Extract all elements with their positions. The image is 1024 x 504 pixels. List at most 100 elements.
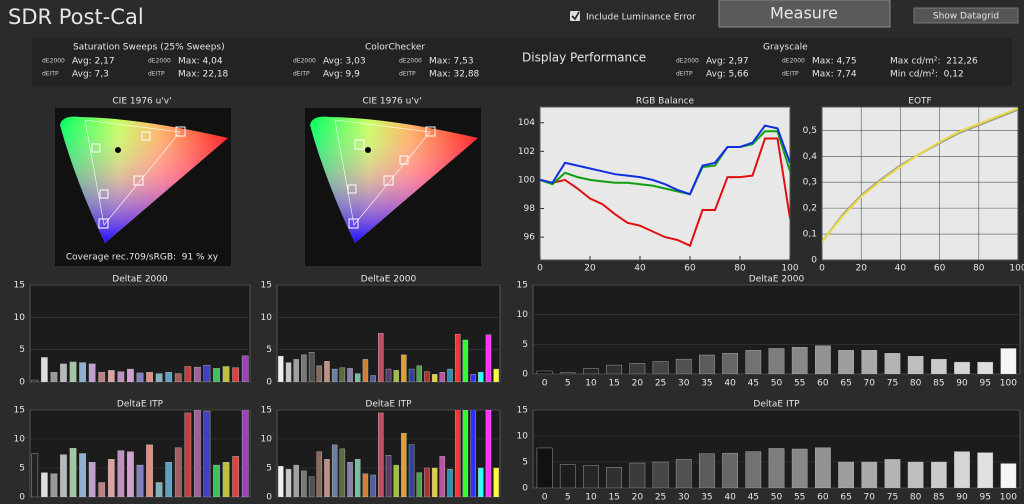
- bar: [401, 354, 407, 382]
- bar: [838, 350, 854, 374]
- metric-value: Max: 32,88: [429, 70, 480, 80]
- bar: [79, 362, 86, 382]
- bar: [462, 339, 469, 382]
- y-tick-label: 0: [19, 493, 25, 503]
- bar: [127, 368, 134, 382]
- section-title: Grayscale: [763, 43, 808, 53]
- x-tick-label: 0: [819, 264, 825, 274]
- y-tick-label: 5: [266, 464, 272, 474]
- x-tick-label: 60: [817, 379, 829, 389]
- x-tick-label: 65: [840, 379, 851, 389]
- cie-target: [425, 126, 436, 137]
- bar: [222, 462, 230, 497]
- bar: [40, 472, 48, 497]
- metric-tag: dEITP: [293, 71, 310, 78]
- datagrid-button-label[interactable]: Show Datagrid: [933, 12, 999, 22]
- x-tick-label: 80: [910, 379, 922, 389]
- bar: [362, 473, 369, 497]
- metric-tag: dEITP: [42, 71, 59, 78]
- metric-value: Avg: 3,03: [323, 57, 366, 67]
- datagrid-button[interactable]: [913, 7, 1019, 24]
- x-tick-label: 30: [678, 379, 690, 389]
- metric-tag: dE2000: [293, 58, 316, 65]
- cie-target: [99, 189, 109, 199]
- bar: [355, 459, 361, 497]
- chart-title: DeltaE 2000: [361, 275, 417, 285]
- bar: [401, 433, 407, 497]
- bar: [493, 368, 499, 382]
- bar: [861, 461, 878, 488]
- cie-target: [399, 155, 409, 165]
- bar: [699, 453, 715, 488]
- y-tick-label: 0: [266, 378, 272, 388]
- bar: [385, 455, 392, 497]
- y-tick-label: 10: [517, 310, 529, 320]
- x-tick-label: 20: [632, 493, 644, 503]
- x-tick-label: 15: [608, 493, 619, 503]
- bar: [416, 472, 422, 497]
- chart-title: DeltaE ITP: [365, 400, 412, 410]
- metric-value: Avg: 7,3: [72, 70, 109, 80]
- bar: [485, 334, 492, 382]
- bar: [155, 482, 163, 497]
- bar: [583, 368, 599, 374]
- y-tick-label: 5: [19, 345, 25, 355]
- x-tick-label: 10: [585, 493, 597, 503]
- cie-whitepoint: [115, 147, 121, 153]
- cie-target: [383, 175, 394, 186]
- bar: [31, 379, 39, 382]
- bar: [331, 444, 338, 497]
- cie-gamut-shade: [60, 116, 228, 243]
- bar: [324, 459, 330, 497]
- chart: EOTF 0 0,1 0,2 0,3 0,4 0,5 0 20 40 60 80 100: [803, 97, 1024, 274]
- bar: [98, 482, 106, 497]
- measure-button-label[interactable]: Measure: [770, 4, 838, 23]
- x-tick-label: 50: [771, 493, 783, 503]
- bar: [79, 453, 86, 497]
- cie-gamut-shade: [310, 116, 478, 243]
- summary-panel: [32, 38, 1012, 86]
- measure-button[interactable]: [718, 0, 891, 28]
- x-tick-label: 70: [864, 493, 876, 503]
- metric-value: Avg: 2,97: [706, 57, 749, 67]
- chart: DeltaE 2000 0 5 10 15: [261, 275, 501, 388]
- x-tick-label: 0: [537, 264, 543, 274]
- bar: [536, 447, 553, 488]
- chart-title: DeltaE ITP: [117, 400, 164, 410]
- metric-value: Avg: 2,17: [72, 57, 115, 67]
- bar: [954, 451, 970, 488]
- x-tick-label: 60: [817, 493, 829, 503]
- x-tick-label: 40: [724, 493, 736, 503]
- display-performance: Display Performance: [522, 51, 646, 65]
- x-tick-label: 30: [678, 493, 690, 503]
- y-tick-label: 0,1: [803, 230, 817, 240]
- metric-value: Max: 4,75: [812, 57, 857, 67]
- metric-value: Max cd/m²: 212,26: [890, 57, 978, 67]
- bar: [1000, 463, 1017, 488]
- bar: [652, 361, 669, 374]
- bar: [954, 361, 970, 374]
- bar: [408, 444, 415, 497]
- checkbox-label[interactable]: Include Luminance Error: [586, 13, 696, 23]
- plot-area: [821, 106, 1019, 261]
- x-tick-label: 0: [542, 493, 548, 503]
- bar: [194, 366, 201, 382]
- bar: [722, 452, 738, 488]
- bar: [146, 444, 153, 497]
- bar: [431, 374, 438, 382]
- bar: [203, 410, 211, 497]
- x-tick-label: 55: [794, 379, 805, 389]
- bar: [478, 372, 484, 382]
- y-tick-label: 0: [522, 484, 528, 494]
- bar: [324, 361, 330, 382]
- bar: [815, 447, 831, 488]
- bar: [278, 355, 284, 382]
- chart: DeltaE ITP 0 5 10 15: [261, 400, 501, 503]
- x-tick-label: 75: [887, 493, 898, 503]
- x-tick-label: 65: [840, 493, 851, 503]
- bar: [485, 410, 492, 497]
- y-tick-label: 10: [14, 435, 26, 445]
- cie-target: [141, 131, 151, 141]
- x-tick-label: 70: [864, 379, 876, 389]
